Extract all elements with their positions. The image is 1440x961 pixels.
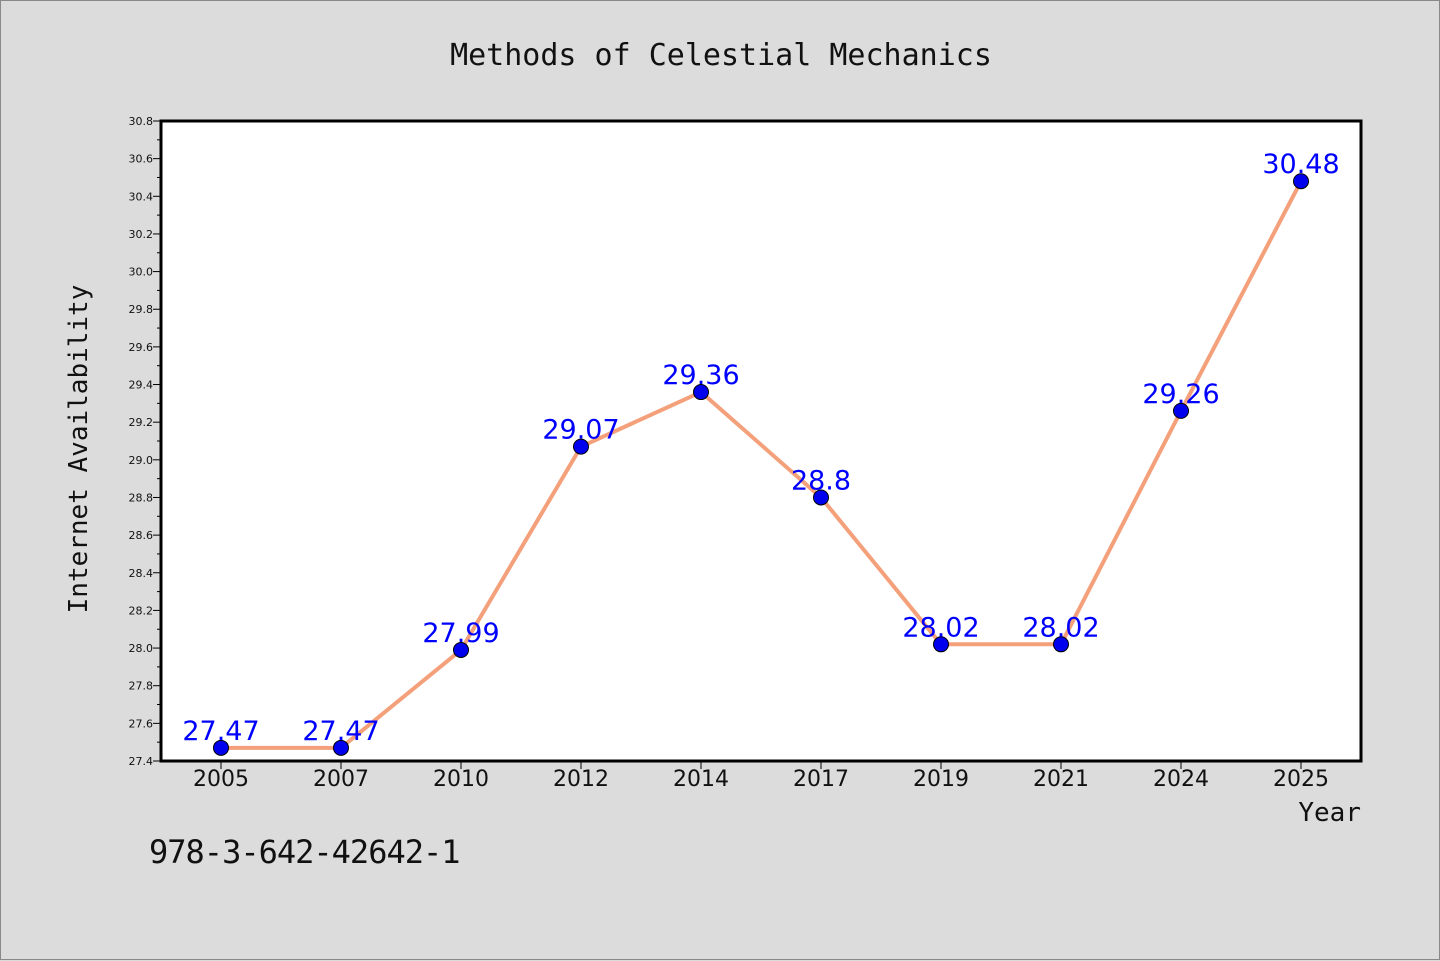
x-tick-label: 2005 (193, 767, 249, 792)
x-tick-label: 2012 (553, 767, 609, 792)
data-point (453, 641, 469, 658)
data-label: 27.47 (302, 716, 379, 747)
data-point (333, 739, 349, 756)
y-tick-label: 28.6 (129, 529, 154, 542)
data-point (693, 384, 709, 401)
data-label: 28.02 (1022, 612, 1099, 643)
y-tick-label: 28.8 (129, 491, 154, 504)
y-axis-label: Internet Availability (64, 285, 94, 614)
x-tick-label: 2010 (433, 767, 489, 792)
x-axis-label: Year (1298, 798, 1361, 828)
data-label: 30.48 (1262, 149, 1339, 180)
data-label: 27.47 (182, 716, 259, 747)
series-line (219, 179, 1303, 750)
y-tick-label: 29.8 (129, 303, 154, 316)
data-label: 29.07 (542, 415, 619, 446)
x-tick-label: 2021 (1033, 767, 1089, 792)
y-tick-label: 28.4 (129, 567, 154, 580)
x-axis: 2005 2007 2010 2012 2014 2017 2019 2021 2024 2025 (193, 761, 1329, 792)
data-label: 29.36 (662, 360, 739, 391)
x-tick-label: 2019 (913, 767, 969, 792)
y-tick-label: 30.4 (129, 190, 154, 203)
y-tick-label: 30.6 (129, 153, 154, 166)
y-tick-label: 30.2 (129, 228, 154, 241)
series-markers (213, 173, 1309, 756)
y-axis: 27.4 27.6 27.8 28.0 28.2 28.4 28.6 28.8 29.0 29.2… (129, 115, 161, 768)
data-point (1173, 402, 1189, 419)
y-tick-label: 30.8 (129, 115, 154, 128)
y-tick-label: 27.6 (129, 717, 154, 730)
data-point (1053, 636, 1069, 653)
y-tick-label: 29.6 (129, 341, 154, 354)
y-tick-label: 30.0 (129, 266, 154, 279)
x-tick-label: 2014 (673, 767, 729, 792)
y-tick-label: 28.0 (129, 642, 154, 655)
y-tick-label: 28.2 (129, 604, 154, 617)
data-point (573, 438, 589, 455)
x-tick-label: 2007 (313, 767, 369, 792)
isbn-text: 978-3-642-42642-1 (149, 833, 461, 871)
x-tick-label: 2017 (793, 767, 849, 792)
data-labels: 27.47 27.47 27.99 29.07 29.36 28.8 28.02 28.02 2… (182, 149, 1339, 747)
data-point (213, 739, 229, 756)
data-point (933, 636, 949, 653)
y-tick-label: 29.4 (129, 379, 154, 392)
data-point (1293, 173, 1309, 190)
y-tick-label: 27.8 (129, 680, 154, 693)
data-label: 27.99 (422, 618, 499, 649)
plot-area (159, 119, 1363, 763)
y-tick-label: 27.4 (129, 755, 154, 768)
chart-title: Methods of Celestial Mechanics (450, 38, 992, 73)
data-label: 29.26 (1142, 379, 1219, 410)
y-tick-label: 29.0 (129, 454, 154, 467)
data-label: 28.8 (791, 465, 851, 496)
data-label: 28.02 (902, 612, 979, 643)
x-tick-label: 2024 (1153, 767, 1209, 792)
y-tick-label: 29.2 (129, 416, 154, 429)
data-point (813, 489, 829, 506)
x-tick-label: 2025 (1273, 767, 1329, 792)
series-line-group (219, 179, 1303, 750)
